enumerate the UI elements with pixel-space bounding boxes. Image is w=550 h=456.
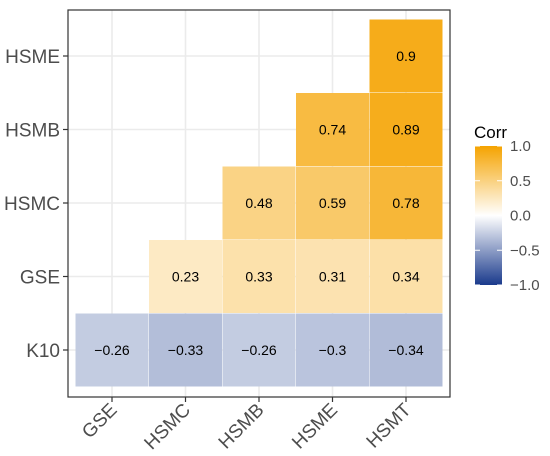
heatmap-cell [149, 313, 222, 387]
heatmap-cell [296, 93, 369, 166]
legend-tick-label: −1.0 [510, 277, 540, 294]
y-tick-label: HSMC [4, 194, 60, 215]
legend-tick-label: −0.5 [510, 242, 540, 259]
cell-value-label: 0.23 [172, 269, 199, 285]
cell-labels: −0.26 −0.33 −0.26 −0.3 −0.34 0.23 0.33 0.31 0.34… [94, 48, 424, 358]
cell-value-label: 0.34 [392, 269, 419, 285]
heatmap-cell [222, 166, 296, 240]
heatmap-cells [75, 19, 443, 387]
cell-value-label: −0.3 [319, 342, 347, 358]
y-tick-label: K10 [26, 341, 60, 362]
cell-value-label: 0.74 [319, 122, 346, 138]
cell-value-label: 0.33 [245, 269, 272, 285]
cell-value-label: −0.26 [241, 342, 277, 358]
heatmap-cell [369, 93, 443, 166]
heatmap-cell [149, 240, 222, 313]
legend: Corr 1.0 0.5 0.0 −0.5 −1.0 [474, 123, 540, 294]
heatmap-cell [296, 166, 369, 240]
legend-title: Corr [474, 123, 507, 142]
cell-value-label: −0.34 [388, 342, 424, 358]
heatmap-cell [296, 240, 369, 313]
legend-tick-label: 0.0 [510, 208, 531, 225]
cell-value-label: −0.26 [94, 342, 130, 358]
cell-value-label: −0.33 [168, 342, 204, 358]
heatmap-cell [222, 240, 296, 313]
heatmap-cell [369, 240, 443, 313]
legend-tick-label: 1.0 [510, 138, 531, 155]
cell-value-label: 0.89 [392, 122, 419, 138]
heatmap-cell [369, 166, 443, 240]
y-tick-label: HSMB [5, 121, 60, 142]
heatmap-cell [75, 313, 149, 387]
cell-value-label: 0.31 [319, 269, 346, 285]
heatmap-cell [369, 19, 443, 93]
cell-value-label: 0.48 [245, 195, 272, 211]
cell-value-label: 0.59 [319, 195, 346, 211]
heatmap-cell [296, 313, 369, 387]
heatmap-cell [369, 313, 443, 387]
cell-value-label: 0.78 [392, 195, 419, 211]
cell-value-label: 0.9 [396, 48, 416, 64]
heatmap-cell [222, 313, 296, 387]
legend-tick-label: 0.5 [510, 173, 531, 190]
y-tick-label: GSE [20, 268, 60, 289]
y-tick-label: HSME [5, 47, 60, 68]
